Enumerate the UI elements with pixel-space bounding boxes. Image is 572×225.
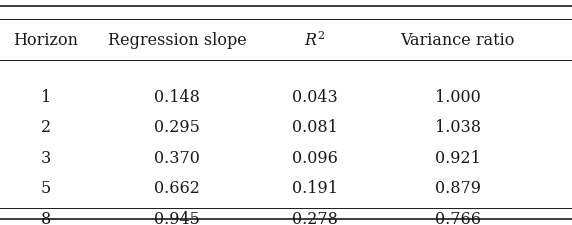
Text: 0.662: 0.662 xyxy=(154,179,200,196)
Text: 8: 8 xyxy=(41,210,51,225)
Text: 3: 3 xyxy=(41,149,51,166)
Text: Regression slope: Regression slope xyxy=(108,32,247,49)
Text: 0.191: 0.191 xyxy=(292,179,337,196)
Text: Horizon: Horizon xyxy=(13,32,78,49)
Text: 0.945: 0.945 xyxy=(154,210,200,225)
Text: 0.043: 0.043 xyxy=(292,88,337,105)
Text: 0.278: 0.278 xyxy=(292,210,337,225)
Text: 1.038: 1.038 xyxy=(435,119,480,136)
Text: 0.766: 0.766 xyxy=(435,210,480,225)
Text: 0.081: 0.081 xyxy=(292,119,337,136)
Text: 0.879: 0.879 xyxy=(435,179,480,196)
Text: 1: 1 xyxy=(41,88,51,105)
Text: 0.096: 0.096 xyxy=(292,149,337,166)
Text: 0.148: 0.148 xyxy=(154,88,200,105)
Text: 0.921: 0.921 xyxy=(435,149,480,166)
Text: 0.370: 0.370 xyxy=(154,149,200,166)
Text: 5: 5 xyxy=(41,179,51,196)
Text: Variance ratio: Variance ratio xyxy=(400,32,515,49)
Text: 0.295: 0.295 xyxy=(154,119,200,136)
Text: $R^2$: $R^2$ xyxy=(304,31,325,50)
Text: 1.000: 1.000 xyxy=(435,88,480,105)
Text: 2: 2 xyxy=(41,119,51,136)
